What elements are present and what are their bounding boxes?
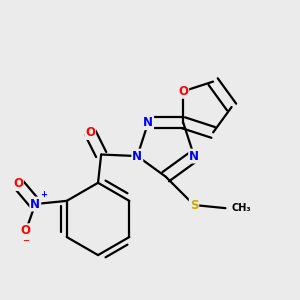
Text: N: N xyxy=(30,197,40,211)
Text: N: N xyxy=(143,116,153,129)
Text: O: O xyxy=(13,177,23,190)
Text: S: S xyxy=(190,199,198,212)
Text: CH₃: CH₃ xyxy=(232,203,251,213)
Text: −: − xyxy=(22,236,29,245)
Text: O: O xyxy=(178,85,188,98)
Text: O: O xyxy=(85,126,95,139)
Text: O: O xyxy=(21,224,31,237)
Text: N: N xyxy=(189,150,199,163)
Text: +: + xyxy=(40,190,46,199)
Text: N: N xyxy=(132,150,142,163)
